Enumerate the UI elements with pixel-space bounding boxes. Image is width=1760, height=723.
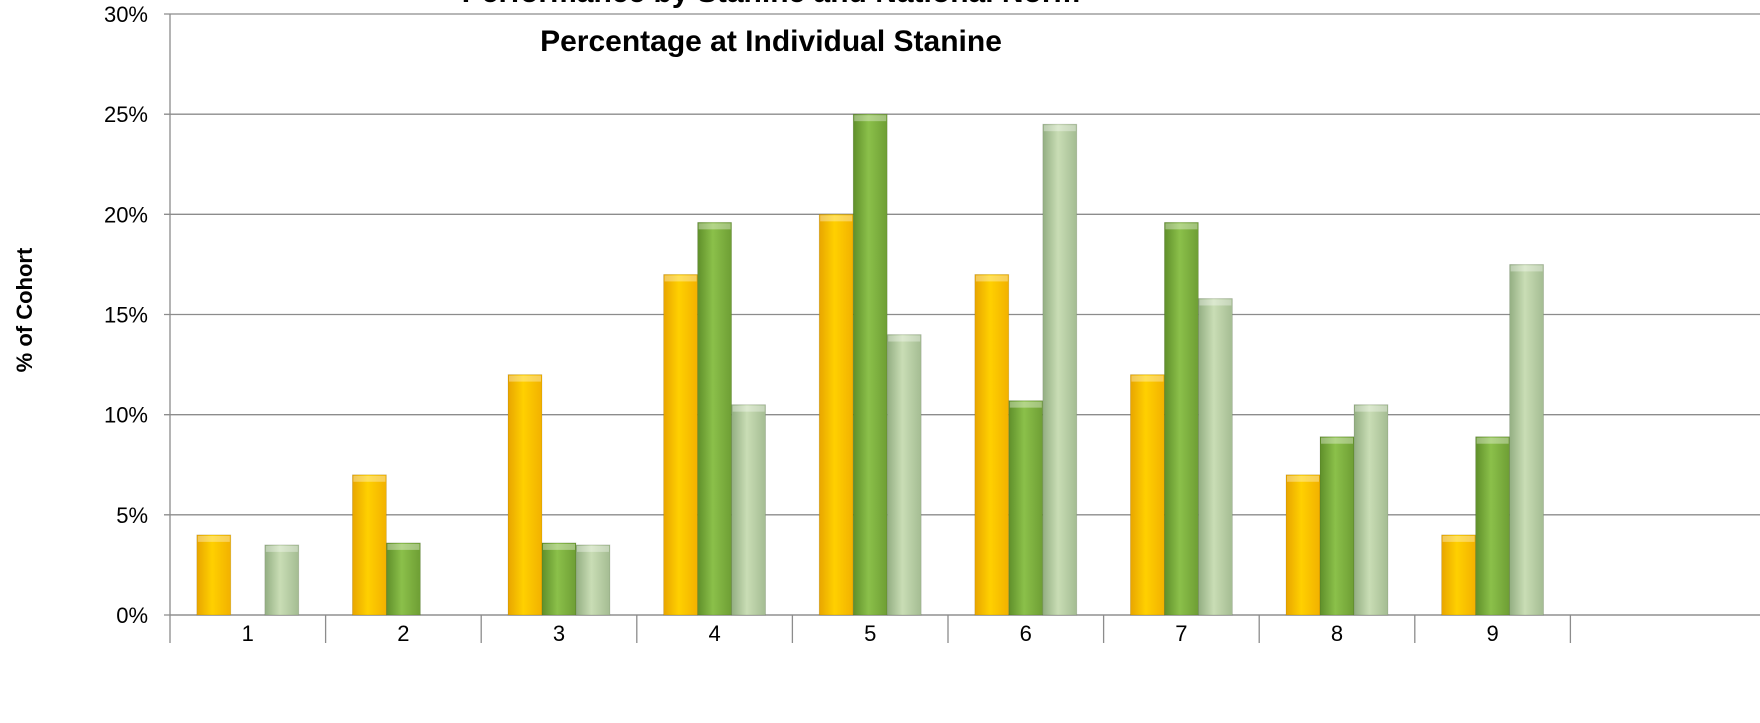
bar-highlight xyxy=(665,275,697,281)
bar-series-3-cat-1 xyxy=(265,545,299,615)
bar-series-3-cat-9 xyxy=(1510,264,1544,615)
bar-series-3-cat-6 xyxy=(1043,124,1077,615)
y-tick-label: 15% xyxy=(104,303,148,328)
bar-highlight xyxy=(266,546,298,552)
bar-series-2-cat-6 xyxy=(1009,401,1043,615)
x-tick-label: 2 xyxy=(397,621,409,646)
bar-series-2-cat-4 xyxy=(698,222,732,615)
bar-series-3-cat-7 xyxy=(1198,298,1232,615)
bar-series-1-cat-7 xyxy=(1130,375,1164,615)
bar-series-3-cat-8 xyxy=(1354,405,1388,615)
bar-highlight xyxy=(198,536,230,542)
bar-highlight xyxy=(1511,265,1543,271)
bar-series-1-cat-6 xyxy=(975,274,1009,615)
bar-highlight xyxy=(1165,223,1197,229)
bar-highlight xyxy=(1131,376,1163,382)
bar-highlight xyxy=(1477,438,1509,444)
chart-subtitle: Percentage at Individual Stanine xyxy=(540,25,1002,58)
bar-highlight xyxy=(353,476,385,482)
x-tick-label: 8 xyxy=(1331,621,1343,646)
x-tick-label: 9 xyxy=(1486,621,1498,646)
x-tick-label: 4 xyxy=(708,621,720,646)
bar-highlight xyxy=(577,546,609,552)
bar-highlight xyxy=(543,544,575,550)
bar-highlight xyxy=(733,406,765,412)
bar-highlight xyxy=(699,223,731,229)
x-tick-label: 1 xyxy=(242,621,254,646)
x-tick-label: 5 xyxy=(864,621,876,646)
y-tick-label: 25% xyxy=(104,102,148,127)
bar-series-1-cat-5 xyxy=(819,214,853,615)
bar-series-2-cat-2 xyxy=(386,543,420,615)
y-axis-label: % of Cohort xyxy=(12,247,37,372)
bar-series-2-cat-3 xyxy=(542,543,576,615)
bar-series-1-cat-8 xyxy=(1286,475,1320,615)
bar-highlight xyxy=(1044,125,1076,131)
bar-highlight xyxy=(820,215,852,221)
bar-highlight xyxy=(976,275,1008,281)
bar-series-2-cat-9 xyxy=(1476,437,1510,615)
bar-series-2-cat-7 xyxy=(1164,222,1198,615)
bar-series-1-cat-4 xyxy=(664,274,698,615)
bar-highlight xyxy=(1321,438,1353,444)
bar-highlight xyxy=(1355,406,1387,412)
x-tick-label: 7 xyxy=(1175,621,1187,646)
bar-highlight xyxy=(1010,402,1042,408)
y-tick-label: 0% xyxy=(116,603,148,628)
bar-series-3-cat-4 xyxy=(732,405,766,615)
chart-title: Performance by Stanine and National Norm xyxy=(462,0,1080,9)
y-tick-label: 10% xyxy=(104,403,148,428)
bar-highlight xyxy=(1443,536,1475,542)
y-tick-label: 20% xyxy=(104,202,148,227)
bar-series-3-cat-3 xyxy=(576,545,610,615)
bar-highlight xyxy=(1199,299,1231,305)
bar-series-1-cat-2 xyxy=(352,475,386,615)
bar-series-1-cat-3 xyxy=(508,375,542,615)
bar-series-1-cat-9 xyxy=(1442,535,1476,615)
bar-series-2-cat-5 xyxy=(853,114,887,615)
bar-highlight xyxy=(854,115,886,121)
bar-highlight xyxy=(509,376,541,382)
bar-highlight xyxy=(387,544,419,550)
bar-highlight xyxy=(1287,476,1319,482)
bar-highlight xyxy=(888,336,920,342)
x-tick-label: 6 xyxy=(1020,621,1032,646)
bar-series-3-cat-5 xyxy=(887,335,921,615)
bar-series-1-cat-1 xyxy=(197,535,231,615)
y-tick-label: 30% xyxy=(104,2,148,27)
x-tick-label: 3 xyxy=(553,621,565,646)
bar-series-2-cat-8 xyxy=(1320,437,1354,615)
y-tick-label: 5% xyxy=(116,503,148,528)
